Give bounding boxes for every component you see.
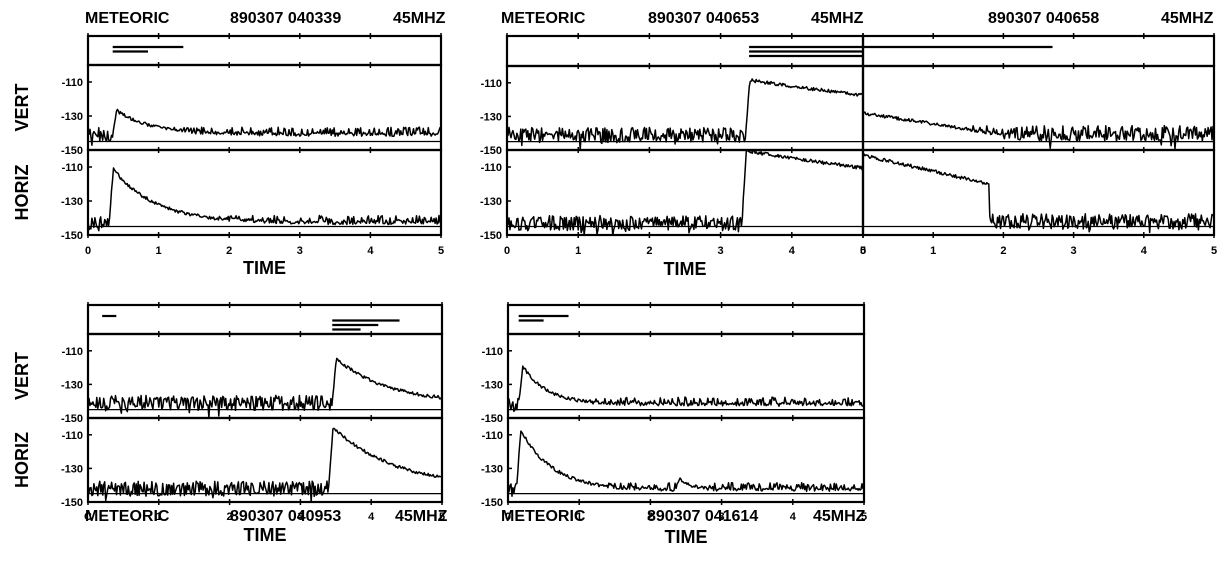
y-tick-label: -130 bbox=[481, 379, 503, 391]
x-tick-label: 0 bbox=[505, 511, 511, 523]
y-tick-label: -150 bbox=[481, 413, 503, 425]
y-tick-label: -110 bbox=[481, 162, 502, 174]
panel-header-frequency: 45MHZ bbox=[811, 10, 864, 27]
x-tick-label: 4 bbox=[789, 245, 796, 257]
vert-signal-trace bbox=[87, 357, 443, 419]
y-tick-label: -130 bbox=[61, 379, 83, 391]
x-tick-label: 2 bbox=[1000, 245, 1006, 257]
y-tick-label: -150 bbox=[61, 230, 83, 242]
y-tick-label: -110 bbox=[62, 346, 83, 358]
x-tick-label: 4 bbox=[790, 511, 797, 523]
x-tick-label: 2 bbox=[226, 245, 232, 257]
y-tick-label: -150 bbox=[61, 413, 83, 425]
y-tick-label: -130 bbox=[61, 463, 83, 475]
horiz-signal-trace bbox=[87, 427, 443, 503]
horiz-panel-frame bbox=[861, 148, 1216, 237]
x-tick-label: 1 bbox=[156, 245, 162, 257]
horiz-panel-frame bbox=[506, 416, 866, 504]
x-tick-label: 5 bbox=[439, 511, 445, 523]
y-tick-label: -110 bbox=[62, 77, 83, 89]
panel-header-timestamp: 890307 040653 bbox=[648, 10, 759, 27]
x-tick-label: 2 bbox=[647, 511, 653, 523]
vert-signal-trace bbox=[87, 108, 442, 146]
x-tick-label: 1 bbox=[930, 245, 936, 257]
x-tick-label: 0 bbox=[860, 245, 866, 257]
vert-axis-label: VERT bbox=[12, 83, 32, 131]
y-tick-label: -150 bbox=[61, 497, 83, 509]
vert-panel-frame bbox=[506, 332, 866, 420]
x-tick-label: 4 bbox=[1141, 245, 1148, 257]
y-tick-label: -150 bbox=[61, 145, 83, 157]
y-tick-label: -130 bbox=[480, 111, 502, 123]
x-tick-label: 5 bbox=[1211, 245, 1217, 257]
y-tick-label: -130 bbox=[61, 111, 83, 123]
x-tick-label: 3 bbox=[297, 511, 303, 523]
x-tick-label: 4 bbox=[368, 511, 375, 523]
y-tick-label: -110 bbox=[62, 430, 83, 442]
y-tick-label: -150 bbox=[481, 497, 503, 509]
panel-header-frequency: 45MHZ bbox=[395, 508, 448, 525]
x-tick-label: 4 bbox=[367, 245, 374, 257]
x-axis-title: TIME bbox=[243, 258, 286, 278]
x-tick-label: 0 bbox=[504, 245, 510, 257]
horiz-signal-trace bbox=[507, 430, 865, 497]
x-tick-label: 0 bbox=[85, 245, 91, 257]
y-tick-label: -150 bbox=[480, 230, 502, 242]
panel-header-label: METEORIC bbox=[501, 508, 586, 525]
x-tick-label: 3 bbox=[718, 245, 724, 257]
panel-header-frequency: 45MHZ bbox=[813, 508, 866, 525]
y-tick-label: -150 bbox=[480, 145, 502, 157]
x-tick-label: 3 bbox=[719, 511, 725, 523]
vert-signal-trace bbox=[862, 111, 1215, 150]
y-tick-label: -110 bbox=[62, 162, 83, 174]
x-tick-label: 5 bbox=[860, 245, 866, 257]
y-tick-label: -110 bbox=[482, 430, 503, 442]
panel-header-timestamp: 890307 040953 bbox=[230, 508, 341, 525]
horiz-panel-frame bbox=[86, 416, 444, 504]
y-tick-label: -130 bbox=[480, 196, 502, 208]
x-axis-title: TIME bbox=[244, 525, 287, 545]
x-tick-label: 5 bbox=[861, 511, 867, 523]
panel-header-timestamp: 890307 040339 bbox=[230, 10, 341, 27]
y-tick-label: -110 bbox=[481, 78, 502, 90]
x-tick-label: 1 bbox=[575, 245, 581, 257]
x-tick-label: 3 bbox=[297, 245, 303, 257]
panel-header-timestamp: 890307 041614 bbox=[647, 508, 758, 525]
vert-signal-trace bbox=[507, 365, 865, 413]
y-tick-label: -110 bbox=[482, 346, 503, 358]
x-tick-label: 1 bbox=[156, 511, 162, 523]
x-tick-label: 2 bbox=[227, 511, 233, 523]
horiz-axis-label: HORIZ bbox=[12, 165, 32, 221]
x-tick-label: 1 bbox=[576, 511, 582, 523]
x-axis-title: TIME bbox=[664, 259, 707, 279]
vert-signal-trace bbox=[506, 78, 864, 151]
x-tick-label: 3 bbox=[1071, 245, 1077, 257]
vert-panel-frame bbox=[86, 63, 443, 152]
y-tick-label: -130 bbox=[61, 196, 83, 208]
panel-header-timestamp: 890307 040658 bbox=[988, 10, 1099, 27]
panel-header-label: METEORIC bbox=[85, 508, 170, 525]
x-tick-label: C bbox=[84, 511, 92, 523]
x-tick-label: 2 bbox=[646, 245, 652, 257]
timing-panel-frame bbox=[506, 303, 866, 336]
vert-axis-label: VERT bbox=[12, 352, 32, 400]
x-tick-label: 5 bbox=[438, 245, 444, 257]
horiz-axis-label: HORIZ bbox=[12, 432, 32, 488]
panel-header-label: METEORIC bbox=[85, 10, 170, 27]
panel-header-frequency: 45MHZ bbox=[393, 10, 446, 27]
horiz-signal-trace bbox=[87, 167, 442, 232]
horiz-signal-trace bbox=[506, 149, 864, 236]
panel-header-frequency: 45MHZ bbox=[1161, 10, 1214, 27]
panel-header-label: METEORIC bbox=[501, 10, 586, 27]
horiz-panel-frame bbox=[86, 148, 443, 237]
timing-panel-frame bbox=[861, 34, 1216, 68]
x-axis-title: TIME bbox=[665, 527, 708, 547]
horiz-signal-trace bbox=[862, 153, 1215, 234]
y-tick-label: -130 bbox=[481, 463, 503, 475]
